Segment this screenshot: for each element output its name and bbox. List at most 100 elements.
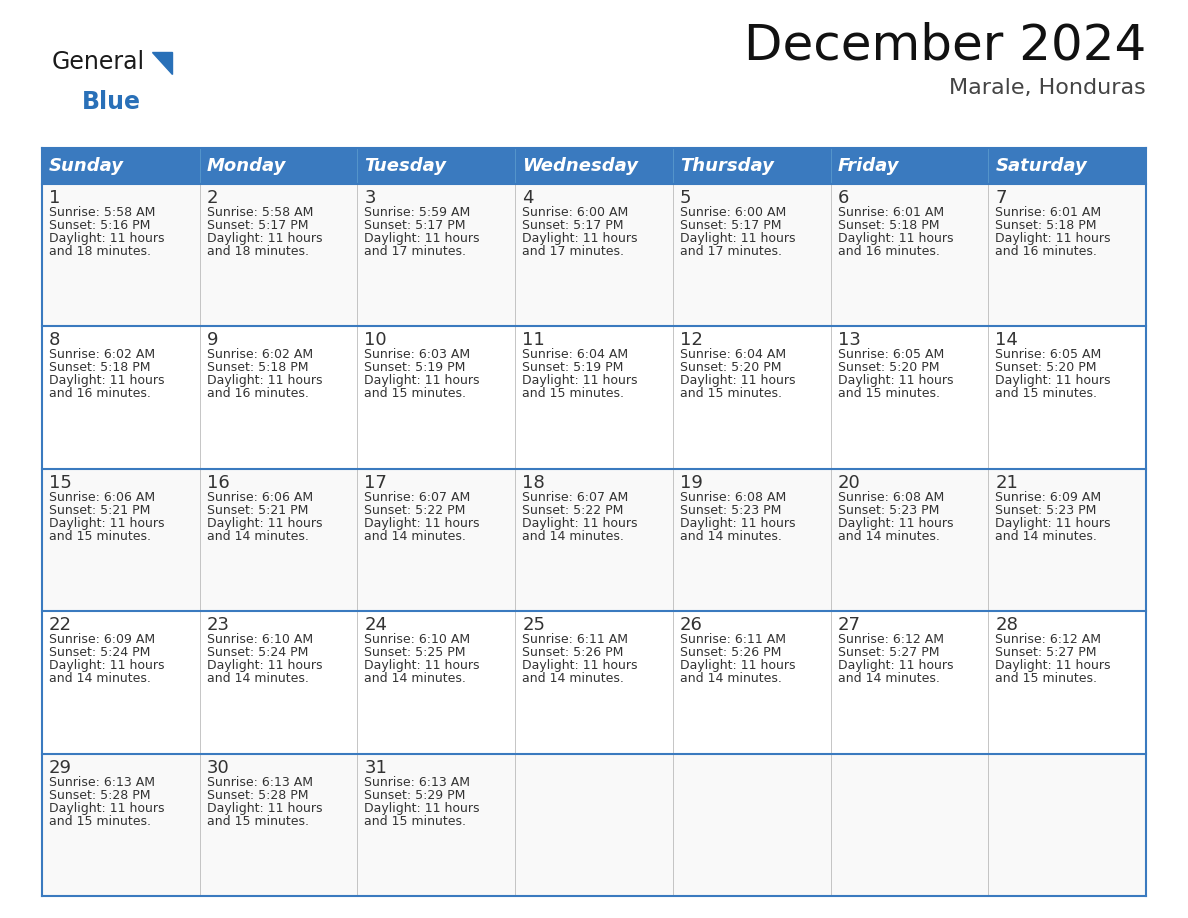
Text: Daylight: 11 hours: Daylight: 11 hours [49, 659, 164, 672]
Text: Sunrise: 6:09 AM: Sunrise: 6:09 AM [49, 633, 156, 646]
Text: Sunset: 5:21 PM: Sunset: 5:21 PM [207, 504, 308, 517]
Bar [42, 469, 200, 611]
Text: Daylight: 11 hours: Daylight: 11 hours [996, 659, 1111, 672]
Text: Monday: Monday [207, 157, 286, 175]
Text: Daylight: 11 hours: Daylight: 11 hours [365, 517, 480, 530]
Text: and 16 minutes.: and 16 minutes. [49, 387, 151, 400]
Text: and 14 minutes.: and 14 minutes. [49, 672, 151, 685]
Text: Sunset: 5:26 PM: Sunset: 5:26 PM [680, 646, 782, 659]
Text: Sunrise: 6:03 AM: Sunrise: 6:03 AM [365, 349, 470, 362]
Bar [516, 469, 672, 611]
Text: Sunrise: 6:12 AM: Sunrise: 6:12 AM [838, 633, 943, 646]
Bar [516, 327, 672, 469]
Bar [672, 469, 830, 611]
Text: Daylight: 11 hours: Daylight: 11 hours [365, 801, 480, 814]
Bar [516, 611, 672, 754]
Text: Sunset: 5:16 PM: Sunset: 5:16 PM [49, 219, 151, 232]
Text: and 16 minutes.: and 16 minutes. [996, 245, 1098, 258]
Text: Sunrise: 6:08 AM: Sunrise: 6:08 AM [680, 491, 786, 504]
Text: Sunset: 5:18 PM: Sunset: 5:18 PM [996, 219, 1097, 232]
Text: Daylight: 11 hours: Daylight: 11 hours [365, 375, 480, 387]
Text: Daylight: 11 hours: Daylight: 11 hours [207, 375, 322, 387]
Text: General: General [52, 50, 145, 74]
Bar [42, 148, 200, 184]
Bar [672, 148, 830, 184]
Text: Daylight: 11 hours: Daylight: 11 hours [523, 517, 638, 530]
Text: and 14 minutes.: and 14 minutes. [523, 672, 624, 685]
Bar [358, 754, 516, 896]
Text: and 15 minutes.: and 15 minutes. [996, 387, 1098, 400]
Text: 19: 19 [680, 474, 703, 492]
Text: Sunrise: 6:10 AM: Sunrise: 6:10 AM [207, 633, 312, 646]
Polygon shape [152, 52, 172, 74]
Bar [830, 754, 988, 896]
Text: Sunset: 5:24 PM: Sunset: 5:24 PM [207, 646, 308, 659]
Text: Daylight: 11 hours: Daylight: 11 hours [996, 232, 1111, 245]
Text: Daylight: 11 hours: Daylight: 11 hours [49, 517, 164, 530]
Text: 28: 28 [996, 616, 1018, 634]
Text: Sunset: 5:20 PM: Sunset: 5:20 PM [838, 362, 939, 375]
Text: Sunset: 5:25 PM: Sunset: 5:25 PM [365, 646, 466, 659]
Text: and 18 minutes.: and 18 minutes. [49, 245, 151, 258]
Text: Sunset: 5:17 PM: Sunset: 5:17 PM [523, 219, 624, 232]
Text: Daylight: 11 hours: Daylight: 11 hours [207, 232, 322, 245]
Text: and 14 minutes.: and 14 minutes. [207, 530, 309, 543]
Text: and 14 minutes.: and 14 minutes. [996, 530, 1098, 543]
Text: Sunrise: 6:11 AM: Sunrise: 6:11 AM [680, 633, 785, 646]
Text: and 17 minutes.: and 17 minutes. [680, 245, 782, 258]
Text: Daylight: 11 hours: Daylight: 11 hours [207, 659, 322, 672]
Text: and 15 minutes.: and 15 minutes. [49, 530, 151, 543]
Text: 22: 22 [49, 616, 72, 634]
Bar [672, 184, 830, 327]
Text: Sunrise: 6:05 AM: Sunrise: 6:05 AM [838, 349, 943, 362]
Text: 10: 10 [365, 331, 387, 350]
Text: and 14 minutes.: and 14 minutes. [207, 672, 309, 685]
Text: 9: 9 [207, 331, 219, 350]
Text: 5: 5 [680, 189, 691, 207]
Text: 24: 24 [365, 616, 387, 634]
Text: Sunrise: 6:09 AM: Sunrise: 6:09 AM [996, 491, 1101, 504]
Bar [988, 469, 1146, 611]
Text: 18: 18 [523, 474, 545, 492]
Text: Daylight: 11 hours: Daylight: 11 hours [996, 375, 1111, 387]
Text: 30: 30 [207, 758, 229, 777]
Text: Sunrise: 5:58 AM: Sunrise: 5:58 AM [207, 206, 314, 219]
Text: Sunset: 5:20 PM: Sunset: 5:20 PM [680, 362, 782, 375]
Text: Sunrise: 6:13 AM: Sunrise: 6:13 AM [207, 776, 312, 789]
Text: Daylight: 11 hours: Daylight: 11 hours [680, 517, 795, 530]
Bar [200, 148, 358, 184]
Text: and 14 minutes.: and 14 minutes. [523, 530, 624, 543]
Text: 13: 13 [838, 331, 860, 350]
Text: 12: 12 [680, 331, 703, 350]
Bar [988, 611, 1146, 754]
Bar [200, 184, 358, 327]
Text: Sunset: 5:20 PM: Sunset: 5:20 PM [996, 362, 1097, 375]
Text: Sunset: 5:28 PM: Sunset: 5:28 PM [207, 789, 308, 801]
Text: 21: 21 [996, 474, 1018, 492]
Text: 14: 14 [996, 331, 1018, 350]
Text: Sunset: 5:27 PM: Sunset: 5:27 PM [838, 646, 939, 659]
Text: and 15 minutes.: and 15 minutes. [49, 814, 151, 828]
Text: and 15 minutes.: and 15 minutes. [523, 387, 624, 400]
Text: Sunrise: 6:06 AM: Sunrise: 6:06 AM [49, 491, 156, 504]
Text: Sunset: 5:19 PM: Sunset: 5:19 PM [365, 362, 466, 375]
Text: 20: 20 [838, 474, 860, 492]
Text: Daylight: 11 hours: Daylight: 11 hours [838, 659, 953, 672]
Bar [988, 754, 1146, 896]
Text: Sunrise: 6:00 AM: Sunrise: 6:00 AM [680, 206, 786, 219]
Text: and 15 minutes.: and 15 minutes. [996, 672, 1098, 685]
Text: Sunset: 5:18 PM: Sunset: 5:18 PM [49, 362, 151, 375]
Text: Sunrise: 6:04 AM: Sunrise: 6:04 AM [680, 349, 786, 362]
Bar [516, 754, 672, 896]
Text: Daylight: 11 hours: Daylight: 11 hours [207, 517, 322, 530]
Bar [358, 469, 516, 611]
Text: Blue: Blue [82, 90, 141, 114]
Bar [672, 754, 830, 896]
Text: 16: 16 [207, 474, 229, 492]
Text: Sunset: 5:19 PM: Sunset: 5:19 PM [523, 362, 624, 375]
Text: and 14 minutes.: and 14 minutes. [838, 530, 940, 543]
Text: Sunrise: 6:13 AM: Sunrise: 6:13 AM [365, 776, 470, 789]
Text: Sunday: Sunday [49, 157, 124, 175]
Text: Sunrise: 6:01 AM: Sunrise: 6:01 AM [838, 206, 943, 219]
Text: Sunset: 5:26 PM: Sunset: 5:26 PM [523, 646, 624, 659]
